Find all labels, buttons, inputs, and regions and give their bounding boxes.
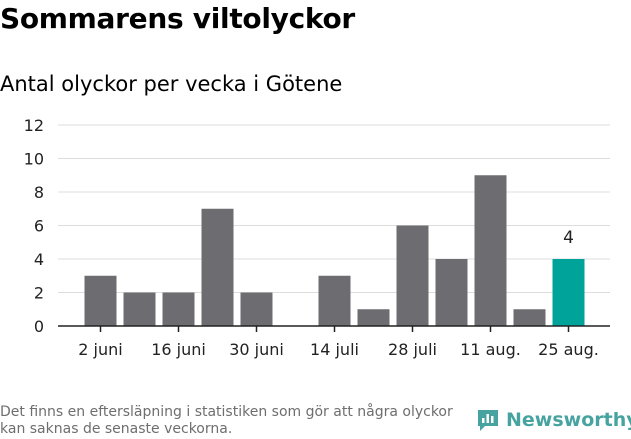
x-tick-label: 30 juni [229, 340, 284, 359]
bar [513, 309, 546, 326]
bar [318, 275, 351, 326]
bar [396, 225, 429, 326]
bar [357, 309, 390, 326]
y-tick-label: 4 [34, 250, 44, 269]
x-tick-label: 2 juni [78, 340, 122, 359]
y-tick-label: 12 [24, 116, 44, 135]
x-tick-label: 25 aug. [538, 340, 599, 359]
newsworthy-logo-text: Newsworthy [506, 409, 631, 431]
x-tick-label: 14 juli [310, 340, 359, 359]
bar [162, 292, 195, 326]
y-tick-label: 0 [34, 317, 44, 336]
bar [123, 292, 156, 326]
bar [240, 292, 273, 326]
y-tick-label: 6 [34, 217, 44, 236]
y-tick-label: 8 [34, 183, 44, 202]
bar [552, 259, 585, 326]
bar [84, 275, 117, 326]
highlight-data-label: 4 [563, 228, 574, 248]
bar [435, 259, 468, 326]
bar [474, 175, 507, 326]
x-tick-label: 11 aug. [460, 340, 521, 359]
newsworthy-logo-icon [478, 410, 498, 431]
y-tick-label: 2 [34, 284, 44, 303]
y-tick-label: 10 [24, 150, 44, 169]
x-tick-label: 16 juni [151, 340, 206, 359]
chart-subtitle: Antal olyckor per vecka i Götene [0, 72, 343, 96]
x-tick-label: 28 juli [388, 340, 437, 359]
footnote: Det finns en eftersläpning i statistiken… [0, 404, 453, 437]
chart-title: Sommarens viltolyckor [0, 2, 355, 35]
bar [201, 208, 234, 326]
newsworthy-logo: Newsworthy [476, 408, 631, 432]
